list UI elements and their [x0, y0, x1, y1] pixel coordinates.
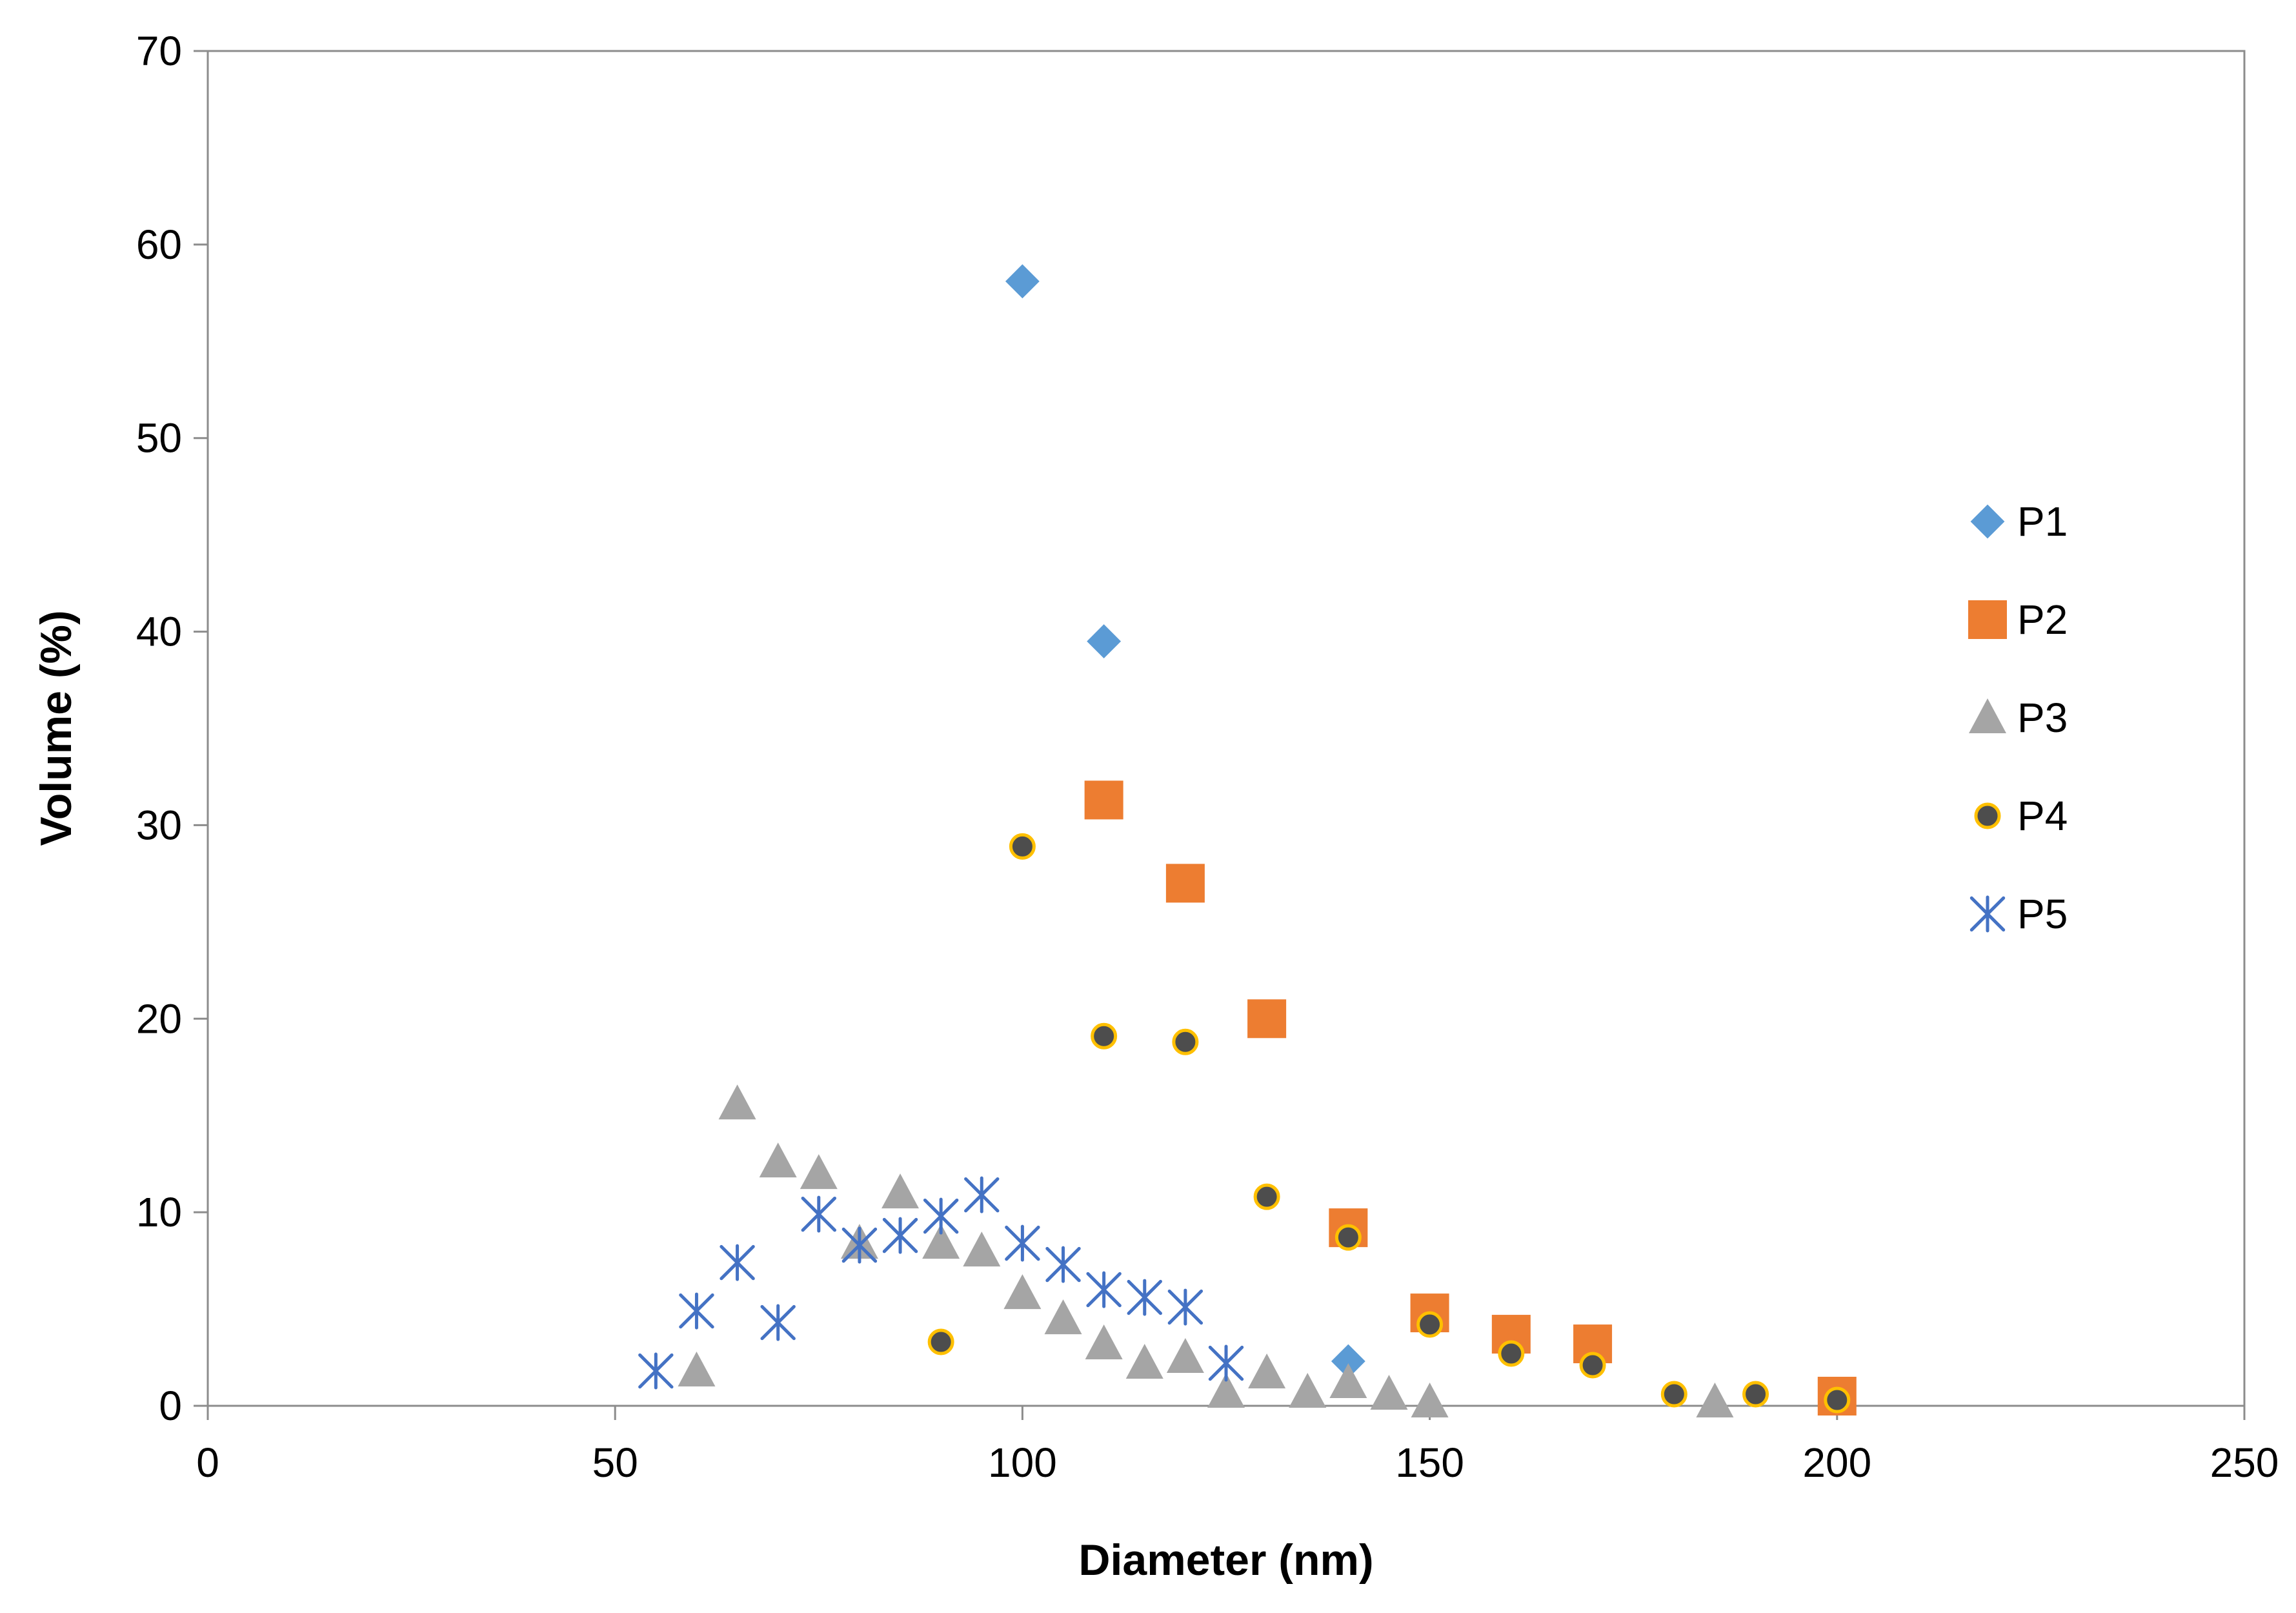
data-point-p3 — [1166, 1338, 1204, 1374]
data-point-p4 — [1498, 1340, 1525, 1367]
data-point-p4 — [1416, 1311, 1444, 1338]
series-layer — [638, 264, 1857, 1418]
data-point-p3 — [1044, 1299, 1082, 1335]
data-point-p5 — [1208, 1344, 1244, 1382]
data-point-p3 — [881, 1173, 920, 1209]
data-point-p4 — [1009, 833, 1036, 860]
legend: P1 P2 P3 P4 P5 — [1968, 498, 2068, 937]
data-point-p3 — [1411, 1383, 1449, 1418]
x-tick-label: 50 — [592, 1439, 638, 1486]
data-point-p5 — [882, 1217, 918, 1254]
data-point-p4 — [927, 1328, 954, 1355]
data-point-p4 — [1824, 1386, 1851, 1414]
data-point-p3 — [678, 1352, 716, 1387]
series-p1 — [1005, 264, 1365, 1379]
legend-marker-p4 — [1974, 802, 2001, 829]
series-p5 — [638, 1176, 1244, 1390]
data-point-p5 — [638, 1352, 674, 1390]
data-point-p2 — [1084, 780, 1123, 820]
data-point-p4 — [1579, 1352, 1606, 1379]
x-tick-label: 200 — [1802, 1439, 1871, 1486]
data-point-p1 — [1005, 264, 1040, 299]
legend-item-p4: P4 — [1974, 793, 2068, 839]
x-tick-label: 150 — [1395, 1439, 1464, 1486]
y-tick-label: 50 — [136, 415, 182, 462]
data-point-p3 — [1003, 1274, 1042, 1310]
data-point-p5 — [679, 1292, 714, 1330]
data-point-p5 — [964, 1176, 1000, 1213]
legend-marker-p2 — [1968, 600, 2007, 639]
data-point-p5 — [1005, 1224, 1040, 1262]
data-point-p5 — [1045, 1246, 1081, 1283]
data-point-p4 — [1253, 1183, 1280, 1210]
y-axis: 0 10 20 30 40 50 60 70 — [136, 28, 208, 1429]
data-point-p4 — [1172, 1028, 1199, 1055]
data-point-p5 — [1167, 1288, 1203, 1326]
y-tick-label: 0 — [159, 1383, 182, 1429]
data-point-p3 — [800, 1154, 838, 1190]
legend-item-p2: P2 — [1968, 596, 2068, 643]
data-point-p5 — [760, 1304, 796, 1341]
x-axis: 0 50 100 150 200 250 — [196, 1406, 2279, 1486]
data-point-p3 — [1248, 1354, 1286, 1389]
legend-marker-p3 — [1969, 698, 2006, 733]
x-tick-label: 100 — [988, 1439, 1057, 1486]
data-point-p5 — [1127, 1279, 1162, 1316]
y-tick-label: 60 — [136, 221, 182, 268]
data-point-p5 — [841, 1226, 878, 1264]
legend-label: P5 — [2017, 891, 2068, 937]
data-point-p3 — [759, 1142, 797, 1178]
y-tick-label: 40 — [136, 609, 182, 655]
data-point-p4 — [1660, 1381, 1687, 1408]
legend-label: P1 — [2017, 498, 2068, 545]
x-axis-title: Diameter (nm) — [1078, 1536, 1373, 1585]
legend-label: P3 — [2017, 695, 2068, 741]
legend-marker-p5 — [1969, 895, 2006, 933]
y-axis-title: Volume (%) — [32, 610, 81, 846]
data-point-p2 — [1165, 864, 1205, 903]
x-tick-label: 250 — [2210, 1439, 2279, 1486]
legend-item-p5: P5 — [1969, 891, 2068, 937]
data-point-p5 — [923, 1197, 959, 1235]
series-p2 — [1084, 780, 1857, 1416]
data-point-p3 — [1125, 1344, 1163, 1379]
y-tick-label: 10 — [136, 1189, 182, 1235]
data-point-p5 — [801, 1195, 836, 1233]
legend-label: P2 — [2017, 596, 2068, 643]
data-point-p3 — [1085, 1324, 1123, 1360]
legend-item-p1: P1 — [1970, 498, 2068, 545]
legend-item-p3: P3 — [1969, 695, 2068, 741]
data-point-p3 — [922, 1224, 960, 1259]
x-tick-label: 0 — [196, 1439, 219, 1486]
data-point-p5 — [1086, 1271, 1122, 1308]
y-tick-label: 70 — [136, 28, 182, 74]
data-point-p3 — [718, 1084, 756, 1120]
data-point-p3 — [963, 1232, 1001, 1267]
series-p3 — [678, 1084, 1734, 1418]
data-point-p3 — [1370, 1375, 1408, 1410]
legend-label: P4 — [2017, 793, 2068, 839]
data-point-p4 — [1091, 1022, 1118, 1050]
data-point-p4 — [1742, 1381, 1769, 1408]
y-tick-label: 20 — [136, 995, 182, 1042]
data-point-p3 — [1289, 1373, 1327, 1408]
data-point-p2 — [1247, 999, 1287, 1039]
y-tick-label: 30 — [136, 802, 182, 848]
data-point-p1 — [1087, 624, 1122, 658]
data-point-p5 — [720, 1244, 755, 1281]
legend-marker-p1 — [1970, 504, 2005, 539]
data-point-p4 — [1334, 1224, 1362, 1251]
data-point-p3 — [1207, 1373, 1245, 1408]
data-point-p3 — [1329, 1363, 1367, 1399]
data-point-p3 — [1696, 1383, 1734, 1418]
series-p4 — [927, 833, 1851, 1414]
